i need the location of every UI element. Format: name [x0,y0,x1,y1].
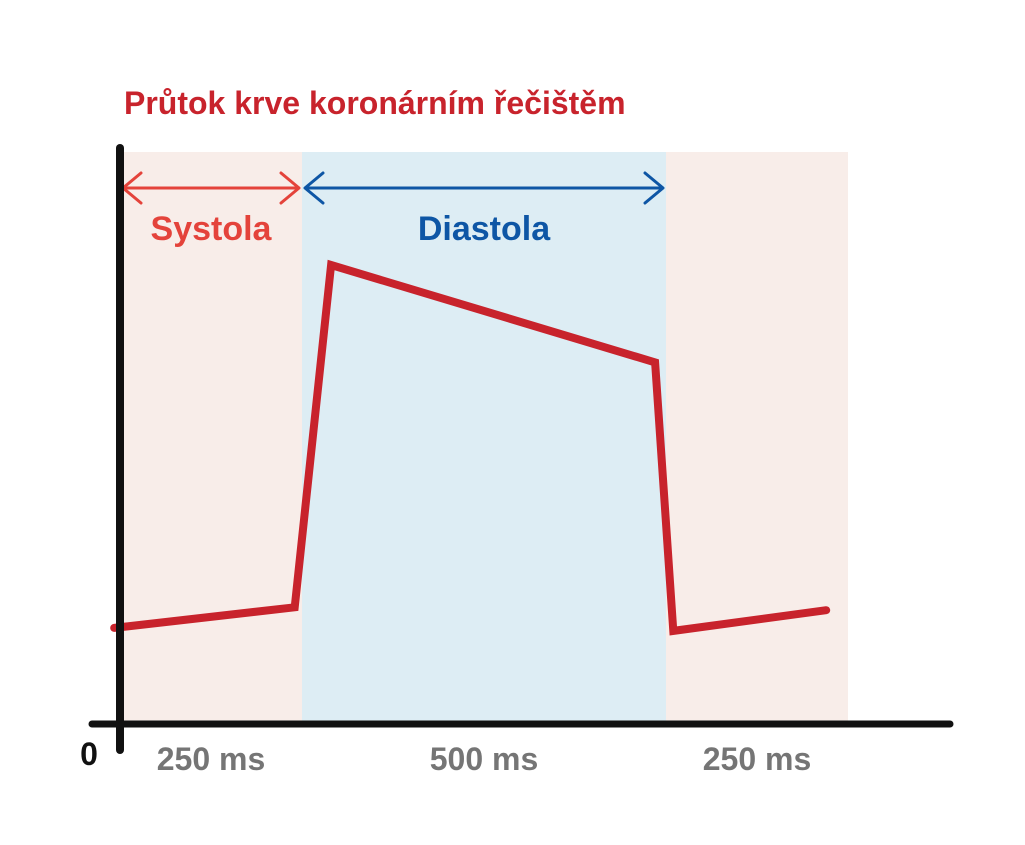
phase-arrows: Systola Diastola [121,171,665,248]
x-tick-label-1: 250 ms [157,741,266,777]
x-tick-label-3: 250 ms [703,741,812,777]
chart-title: Průtok krve koronárním řečištěm [124,85,626,121]
phase-band-3 [666,152,848,724]
flow-line-1 [110,259,831,636]
x-tick-label-2: 500 ms [430,741,539,777]
phase-label-diastola: Diastola [418,210,551,248]
origin-label: 0 [80,736,98,772]
phase-band-1 [120,152,302,724]
phase-band-2 [302,152,666,724]
phase-arrow-head-right-1 [279,171,301,205]
phase-label-systola: Systola [151,210,273,248]
labels: Průtok krve koronárním řečištěm 0 250 ms… [80,85,811,777]
flow-series [110,259,831,636]
phase-arrow-head-left-2 [303,171,325,205]
axes [88,144,954,754]
phase-arrow-head-right-2 [643,171,665,205]
phase-backgrounds [120,152,848,724]
